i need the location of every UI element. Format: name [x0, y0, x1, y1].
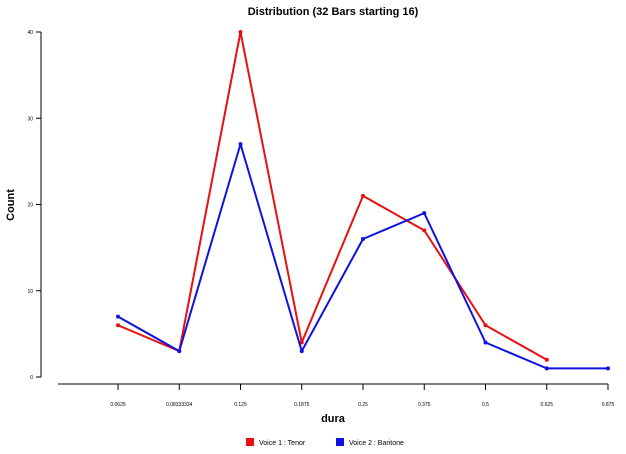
- legend-label-tenor: Voice 1 : Tenor: [259, 440, 306, 447]
- data-point: [361, 193, 365, 198]
- series-layer: [116, 30, 610, 371]
- y-tick-label: 30: [27, 116, 33, 122]
- x-tick-label: 0.875: [602, 402, 615, 408]
- series-line-1: [117, 31, 548, 361]
- data-point: [483, 323, 488, 328]
- legend-swatch-baritone: [336, 438, 344, 446]
- x-tick-label: 0.25: [358, 402, 368, 408]
- x-tick-label: 0.125: [234, 402, 247, 408]
- data-point: [177, 349, 182, 354]
- x-tick-label: 0.0625: [110, 402, 126, 408]
- y-axis-title: Count: [5, 189, 17, 221]
- data-point: [116, 323, 120, 328]
- legend-label-baritone: Voice 2 : Baritone: [349, 440, 404, 447]
- data-point: [483, 340, 488, 345]
- y-tick-label: 0: [30, 375, 33, 381]
- series-line-2: [117, 143, 608, 370]
- data-point: [544, 357, 549, 362]
- legend: Voice 1 : Tenor Voice 2 : Baritone: [246, 438, 404, 447]
- data-point: [606, 366, 610, 371]
- x-ticks: 0.0625 0.08333334 0.125 0.1875 0.25 0.375 0.5 0…: [110, 384, 614, 408]
- x-tick-label: 0.08333334: [166, 402, 193, 408]
- y-tick-label: 10: [27, 289, 33, 295]
- data-point: [544, 366, 549, 371]
- data-point: [238, 30, 243, 34]
- chart-title: Distribution (32 Bars starting 16): [248, 6, 419, 18]
- x-tick-label: 0.5: [482, 402, 489, 408]
- legend-swatch-tenor: [246, 438, 254, 446]
- y-tick-label: 40: [27, 30, 33, 36]
- data-point: [238, 142, 243, 147]
- y-ticks: 0 10 20 30 40: [27, 30, 41, 381]
- data-point: [116, 314, 120, 319]
- data-point: [299, 349, 304, 354]
- data-point: [361, 237, 365, 241]
- data-point: [299, 340, 304, 345]
- data-point: [422, 228, 427, 233]
- x-tick-label: 0.625: [540, 402, 553, 408]
- x-axis-title: dura: [321, 413, 346, 425]
- y-tick-label: 20: [27, 203, 33, 209]
- x-tick-label: 0.1875: [294, 402, 310, 408]
- x-tick-label: 0.375: [418, 402, 431, 408]
- data-point: [422, 211, 427, 216]
